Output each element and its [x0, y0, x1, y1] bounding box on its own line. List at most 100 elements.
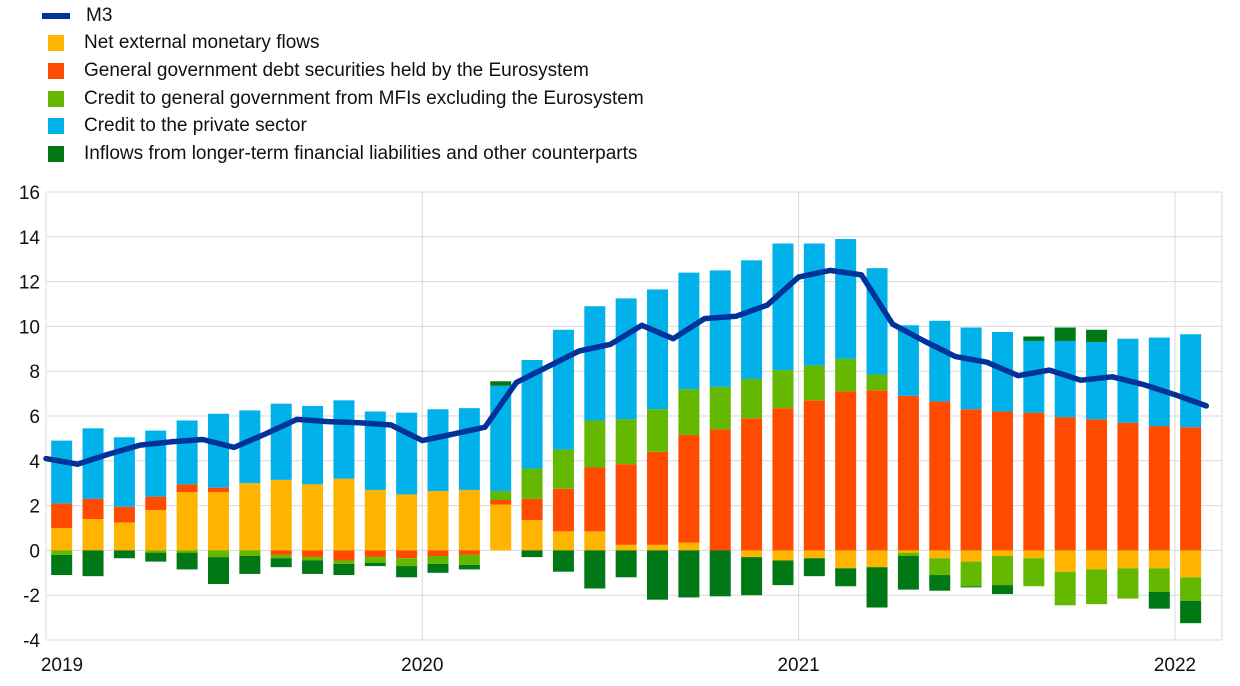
bar-segment	[835, 358, 857, 392]
legend-label: Credit to the private sector	[84, 115, 307, 137]
bar-segment	[51, 528, 73, 551]
bar-segment	[709, 429, 731, 551]
y-tick-label: 8	[29, 362, 40, 383]
bar-segment	[866, 374, 888, 391]
legend-label: Inflows from longer-term financial liabi…	[84, 142, 638, 164]
bar-segment	[615, 419, 637, 465]
bar-segment	[302, 484, 324, 551]
bar-segment	[1148, 426, 1170, 551]
bar-segment	[1086, 419, 1108, 551]
bar-segment	[709, 386, 731, 430]
bar-segment	[897, 550, 919, 553]
bar-segment	[647, 550, 669, 600]
x-tick-label: 2020	[401, 655, 443, 676]
bar-segment	[51, 503, 73, 528]
bar-segment	[678, 550, 700, 598]
bar-segment	[991, 550, 1013, 556]
bar-segment	[835, 568, 857, 587]
bar-segment	[1148, 568, 1170, 592]
bars	[51, 239, 1202, 624]
bar-segment	[364, 557, 386, 563]
bar-segment	[490, 381, 512, 386]
bar-segment	[145, 550, 167, 553]
bar-segment	[427, 556, 449, 564]
bar-segment	[521, 498, 543, 521]
bar-segment	[929, 550, 951, 559]
legend-swatch	[48, 35, 64, 52]
y-tick-label: 16	[19, 183, 40, 204]
bar-segment	[678, 542, 700, 551]
legend-item: Credit to the private sector	[40, 112, 644, 140]
bar-segment	[772, 550, 794, 561]
bar-segment	[490, 491, 512, 500]
x-tick-label: 2022	[1154, 655, 1196, 676]
bar-segment	[1023, 558, 1045, 587]
y-tick-label: 2	[29, 497, 40, 518]
bar-segment	[647, 409, 669, 452]
bar-segment	[1023, 336, 1045, 341]
bar-segment	[1117, 550, 1139, 569]
bar-segment	[145, 510, 167, 551]
bar-segment	[427, 563, 449, 573]
bar-segment	[521, 520, 543, 551]
bar-segment	[82, 428, 104, 499]
bar-segment	[364, 562, 386, 567]
bar-segment	[1023, 340, 1045, 413]
legend-label: M3	[86, 4, 113, 26]
bar-segment	[176, 492, 198, 551]
y-tick-label: 12	[19, 273, 40, 294]
bar-segment	[396, 550, 418, 559]
bar-segment	[302, 557, 324, 561]
bar-segment	[458, 554, 480, 565]
bar-segment	[1180, 600, 1202, 624]
bar-segment	[615, 544, 637, 551]
legend-item: Inflows from longer-term financial liabi…	[40, 140, 644, 168]
bar-segment	[803, 558, 825, 577]
bar-segment	[678, 389, 700, 436]
bar-segment	[270, 479, 292, 551]
bar-segment	[333, 560, 355, 564]
bar-segment	[1054, 417, 1076, 551]
bar-segment	[207, 557, 229, 584]
bar-segment	[521, 468, 543, 499]
bar-segment	[647, 451, 669, 545]
bar-segment	[270, 550, 292, 555]
bar-segment	[364, 489, 386, 551]
bar-segment	[113, 437, 135, 507]
legend-swatch	[48, 90, 64, 107]
bar-segment	[396, 558, 418, 567]
bar-segment	[1054, 550, 1076, 572]
bar-segment	[897, 395, 919, 551]
y-tick-label: 6	[29, 407, 40, 428]
legend-item: General government debt securities held …	[40, 57, 644, 85]
bar-segment	[364, 550, 386, 558]
bar-segment	[207, 487, 229, 493]
bar-segment	[521, 550, 543, 558]
bar-segment	[803, 243, 825, 366]
legend-item: M3	[40, 2, 644, 30]
bar-segment	[396, 566, 418, 578]
bar-segment	[51, 440, 73, 504]
bar-segment	[866, 550, 888, 568]
bar-segment	[835, 391, 857, 551]
bar-segment	[270, 558, 292, 568]
bar-segment	[552, 531, 574, 551]
x-tick-label: 2021	[777, 655, 819, 676]
bar-segment	[1148, 337, 1170, 427]
bar-segment	[552, 449, 574, 489]
bar-segment	[458, 550, 480, 555]
bar-segment	[1086, 550, 1108, 570]
bar-segment	[427, 550, 449, 556]
bar-segment	[584, 420, 606, 468]
bar-segment	[1023, 550, 1045, 559]
bar-segment	[427, 409, 449, 492]
bar-segment	[929, 575, 951, 591]
bar-segment	[176, 550, 198, 553]
bar-segment	[741, 260, 763, 380]
legend-item: Credit to general government from MFIs e…	[40, 85, 644, 113]
bar-segment	[82, 519, 104, 551]
bar-segment	[239, 410, 261, 484]
bar-segment	[333, 563, 355, 576]
bar-segment	[427, 491, 449, 551]
